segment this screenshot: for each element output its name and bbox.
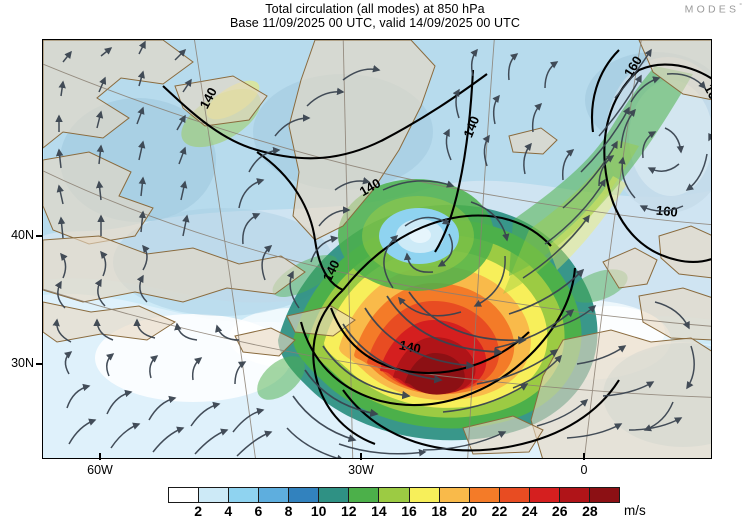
land-scandinavia	[658, 225, 711, 279]
lon-tick-60w	[99, 453, 101, 460]
colorbar-segment-0-2[interactable]	[169, 488, 200, 502]
modes-logo: MODES°	[685, 3, 742, 16]
colorbar-tick-28: 28	[582, 503, 598, 519]
land-uk	[602, 247, 658, 289]
contour-140-core-outer	[299, 267, 577, 407]
colorbar-tick-10: 10	[310, 503, 327, 519]
colorbar-segment-24-26[interactable]	[529, 488, 560, 502]
colorbar-segment-18-20[interactable]	[439, 488, 470, 502]
land-baffin	[174, 75, 268, 127]
colorbar-tick-26: 26	[551, 503, 568, 519]
colorbar-tick-6: 6	[254, 503, 263, 519]
colorbar-tick-22: 22	[491, 503, 508, 519]
lon-label-60w: 60W	[87, 463, 113, 477]
land-greenland	[288, 40, 436, 241]
colorbar-segment-8-10[interactable]	[289, 488, 320, 502]
colorbar-segment-22-24[interactable]	[499, 488, 530, 502]
lat-tick-40n	[36, 235, 43, 237]
contour-140-greenland	[256, 151, 344, 291]
modes-logo-mark: °	[739, 3, 742, 10]
contour-140-vertical	[434, 69, 475, 253]
contour-140-centre-a	[342, 214, 552, 291]
colorbar-tick-14: 14	[371, 503, 387, 519]
wind-streamlines	[52, 40, 711, 458]
colorbar[interactable]	[168, 487, 620, 503]
figure-title: Total circulation (all modes) at 850 hPa…	[0, 2, 750, 30]
colorbar-tick-18: 18	[431, 503, 447, 519]
colorbar-segment-6-8[interactable]	[259, 488, 290, 502]
colorbar-tick-labels: 2 4 6 8 10 12 14 16 18 20 22 24 26 28	[0, 503, 750, 519]
colorbar-tick-16: 16	[401, 503, 417, 519]
contour-140-north	[162, 73, 488, 160]
colorbar-tick-20: 20	[461, 503, 478, 519]
contour-160-closed	[603, 63, 711, 263]
lon-tick-30w	[360, 453, 362, 460]
colorbar-segment-12-14[interactable]	[349, 488, 380, 502]
lat-label-40n: 40N	[11, 228, 34, 242]
lon-tick-0	[583, 453, 585, 460]
title-line-2: Base 11/09/2025 00 UTC, valid 14/09/2025…	[229, 16, 521, 30]
title-line-1: Total circulation (all modes) at 850 hPa	[265, 2, 485, 16]
colorbar-segment-10-12[interactable]	[319, 488, 350, 502]
contour-140-south	[342, 379, 620, 452]
map-clip: 140 140 140 140 140 160 160 160	[43, 40, 711, 458]
colorbar-tick-8: 8	[284, 503, 293, 519]
land-nw-europe	[638, 287, 711, 341]
lon-label-0: 0	[580, 463, 588, 477]
map-canvas: 140 140 140 140 140 160 160 160	[43, 40, 711, 458]
modes-logo-text: MODES	[684, 3, 740, 16]
colorbar-segment-2-4[interactable]	[199, 488, 230, 502]
contour-160-outer	[591, 49, 620, 133]
land-hudson-west	[43, 151, 154, 245]
weather-map[interactable]: 140 140 140 140 140 160 160 160	[42, 39, 712, 459]
colorbar-segment-14-16[interactable]	[379, 488, 410, 502]
colorbar-segment-20-22[interactable]	[469, 488, 500, 502]
colorbar-segment-16-18[interactable]	[409, 488, 440, 502]
colorbar-tick-12: 12	[341, 503, 357, 519]
land-newfoundland	[234, 327, 296, 357]
land-iceland	[508, 127, 558, 155]
contour-label-160: 160	[701, 82, 711, 108]
colorbar-tick-24: 24	[521, 503, 538, 519]
colorbar-segment-28-30[interactable]	[589, 488, 619, 502]
colorbar-segment-4-6[interactable]	[229, 488, 260, 502]
lat-tick-30n	[36, 363, 43, 365]
colorbar-segment-26-28[interactable]	[559, 488, 590, 502]
colorbar-tick-4: 4	[224, 503, 233, 519]
contour-lines	[162, 49, 711, 452]
contour-140-west	[312, 289, 376, 445]
lat-label-30n: 30N	[11, 356, 34, 370]
graticule	[43, 40, 711, 458]
lon-label-30w: 30W	[348, 463, 374, 477]
colorbar-unit-label: m/s	[624, 503, 646, 518]
colorbar-tick-2: 2	[194, 503, 203, 519]
